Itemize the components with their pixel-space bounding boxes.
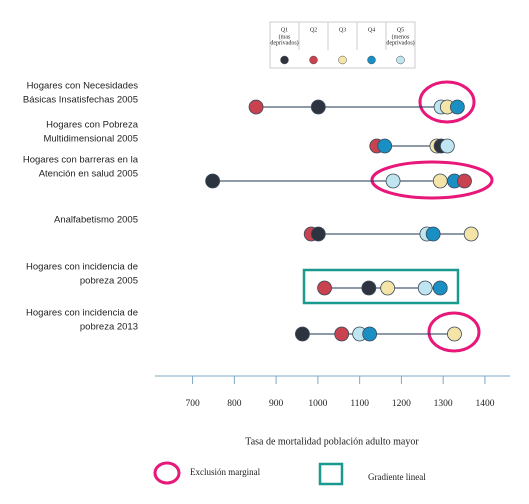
dot xyxy=(310,226,326,242)
legend-label: Q1 xyxy=(281,27,288,33)
legend-swatch xyxy=(367,55,376,65)
category-label: Atención en salud 2005 xyxy=(39,169,138,180)
dot xyxy=(432,280,448,296)
legend-rect xyxy=(318,462,344,486)
legend-swatch xyxy=(280,55,289,65)
highlight-rect xyxy=(302,268,460,305)
legend-label: Q4 xyxy=(368,27,375,33)
legend-sublabel: deprivados) xyxy=(270,39,298,46)
legend-sublabel: deprivados) xyxy=(386,39,414,46)
dot xyxy=(295,326,310,342)
category-label: Hogares con incidencia de xyxy=(26,308,138,319)
legend-label: Q3 xyxy=(339,27,346,33)
category-label: pobreza 2005 xyxy=(80,276,138,287)
highlight-ellipse xyxy=(418,80,476,124)
category-label: Hogares con Pobreza xyxy=(46,120,139,131)
dot xyxy=(334,326,350,342)
category-label: Hogares con Necesidades xyxy=(27,81,139,92)
category-label: Multidimensional 2005 xyxy=(43,134,138,145)
dot xyxy=(362,326,378,342)
x-tick-label: 1100 xyxy=(350,399,369,409)
highlight-ellipse xyxy=(427,311,481,353)
legend-ellipse xyxy=(153,461,181,485)
legend-swatch xyxy=(309,55,318,65)
dot xyxy=(439,138,455,154)
x-tick-label: 1400 xyxy=(475,399,494,409)
dot xyxy=(380,280,396,296)
category-label: Hogares con barreras en la xyxy=(23,155,139,166)
category-label: Hogares con incidencia de xyxy=(26,262,138,273)
dot xyxy=(317,280,332,296)
legend-swatch xyxy=(338,55,347,65)
x-tick-label: 1200 xyxy=(392,399,411,409)
category-label: Analfabetismo 2005 xyxy=(54,215,138,226)
x-tick-label: 1000 xyxy=(308,399,327,409)
x-tick-label: 700 xyxy=(185,399,200,409)
x-axis-label: Tasa de mortalidad población adulto mayo… xyxy=(245,436,419,447)
legend-label: Q2 xyxy=(310,27,317,33)
dot xyxy=(205,173,221,189)
legend-text: Exclusión marginal xyxy=(190,467,261,477)
x-tick-label: 800 xyxy=(227,399,242,409)
dot xyxy=(425,226,441,242)
legend-sublabel: (menos xyxy=(392,33,410,40)
legend-swatch xyxy=(396,55,405,65)
dot xyxy=(248,99,264,115)
dot xyxy=(447,326,462,342)
dot xyxy=(463,226,479,242)
dot xyxy=(361,280,377,296)
legend-text: Gradiente lineal xyxy=(368,472,426,482)
dot xyxy=(385,173,401,189)
dot xyxy=(417,280,433,296)
x-tick-label: 900 xyxy=(269,399,284,409)
dot xyxy=(432,173,448,189)
category-label: Básicas Insatisfechas 2005 xyxy=(23,95,138,106)
dot xyxy=(457,173,472,189)
x-tick-label: 1300 xyxy=(434,399,453,409)
dot xyxy=(310,99,326,115)
legend-box xyxy=(269,21,416,69)
dot xyxy=(449,99,465,115)
legend-sublabel: (mas xyxy=(279,33,291,40)
highlight-ellipse xyxy=(370,160,494,200)
dot xyxy=(377,138,393,154)
category-label: pobreza 2013 xyxy=(80,322,138,333)
legend-label: Q5 xyxy=(397,27,404,33)
